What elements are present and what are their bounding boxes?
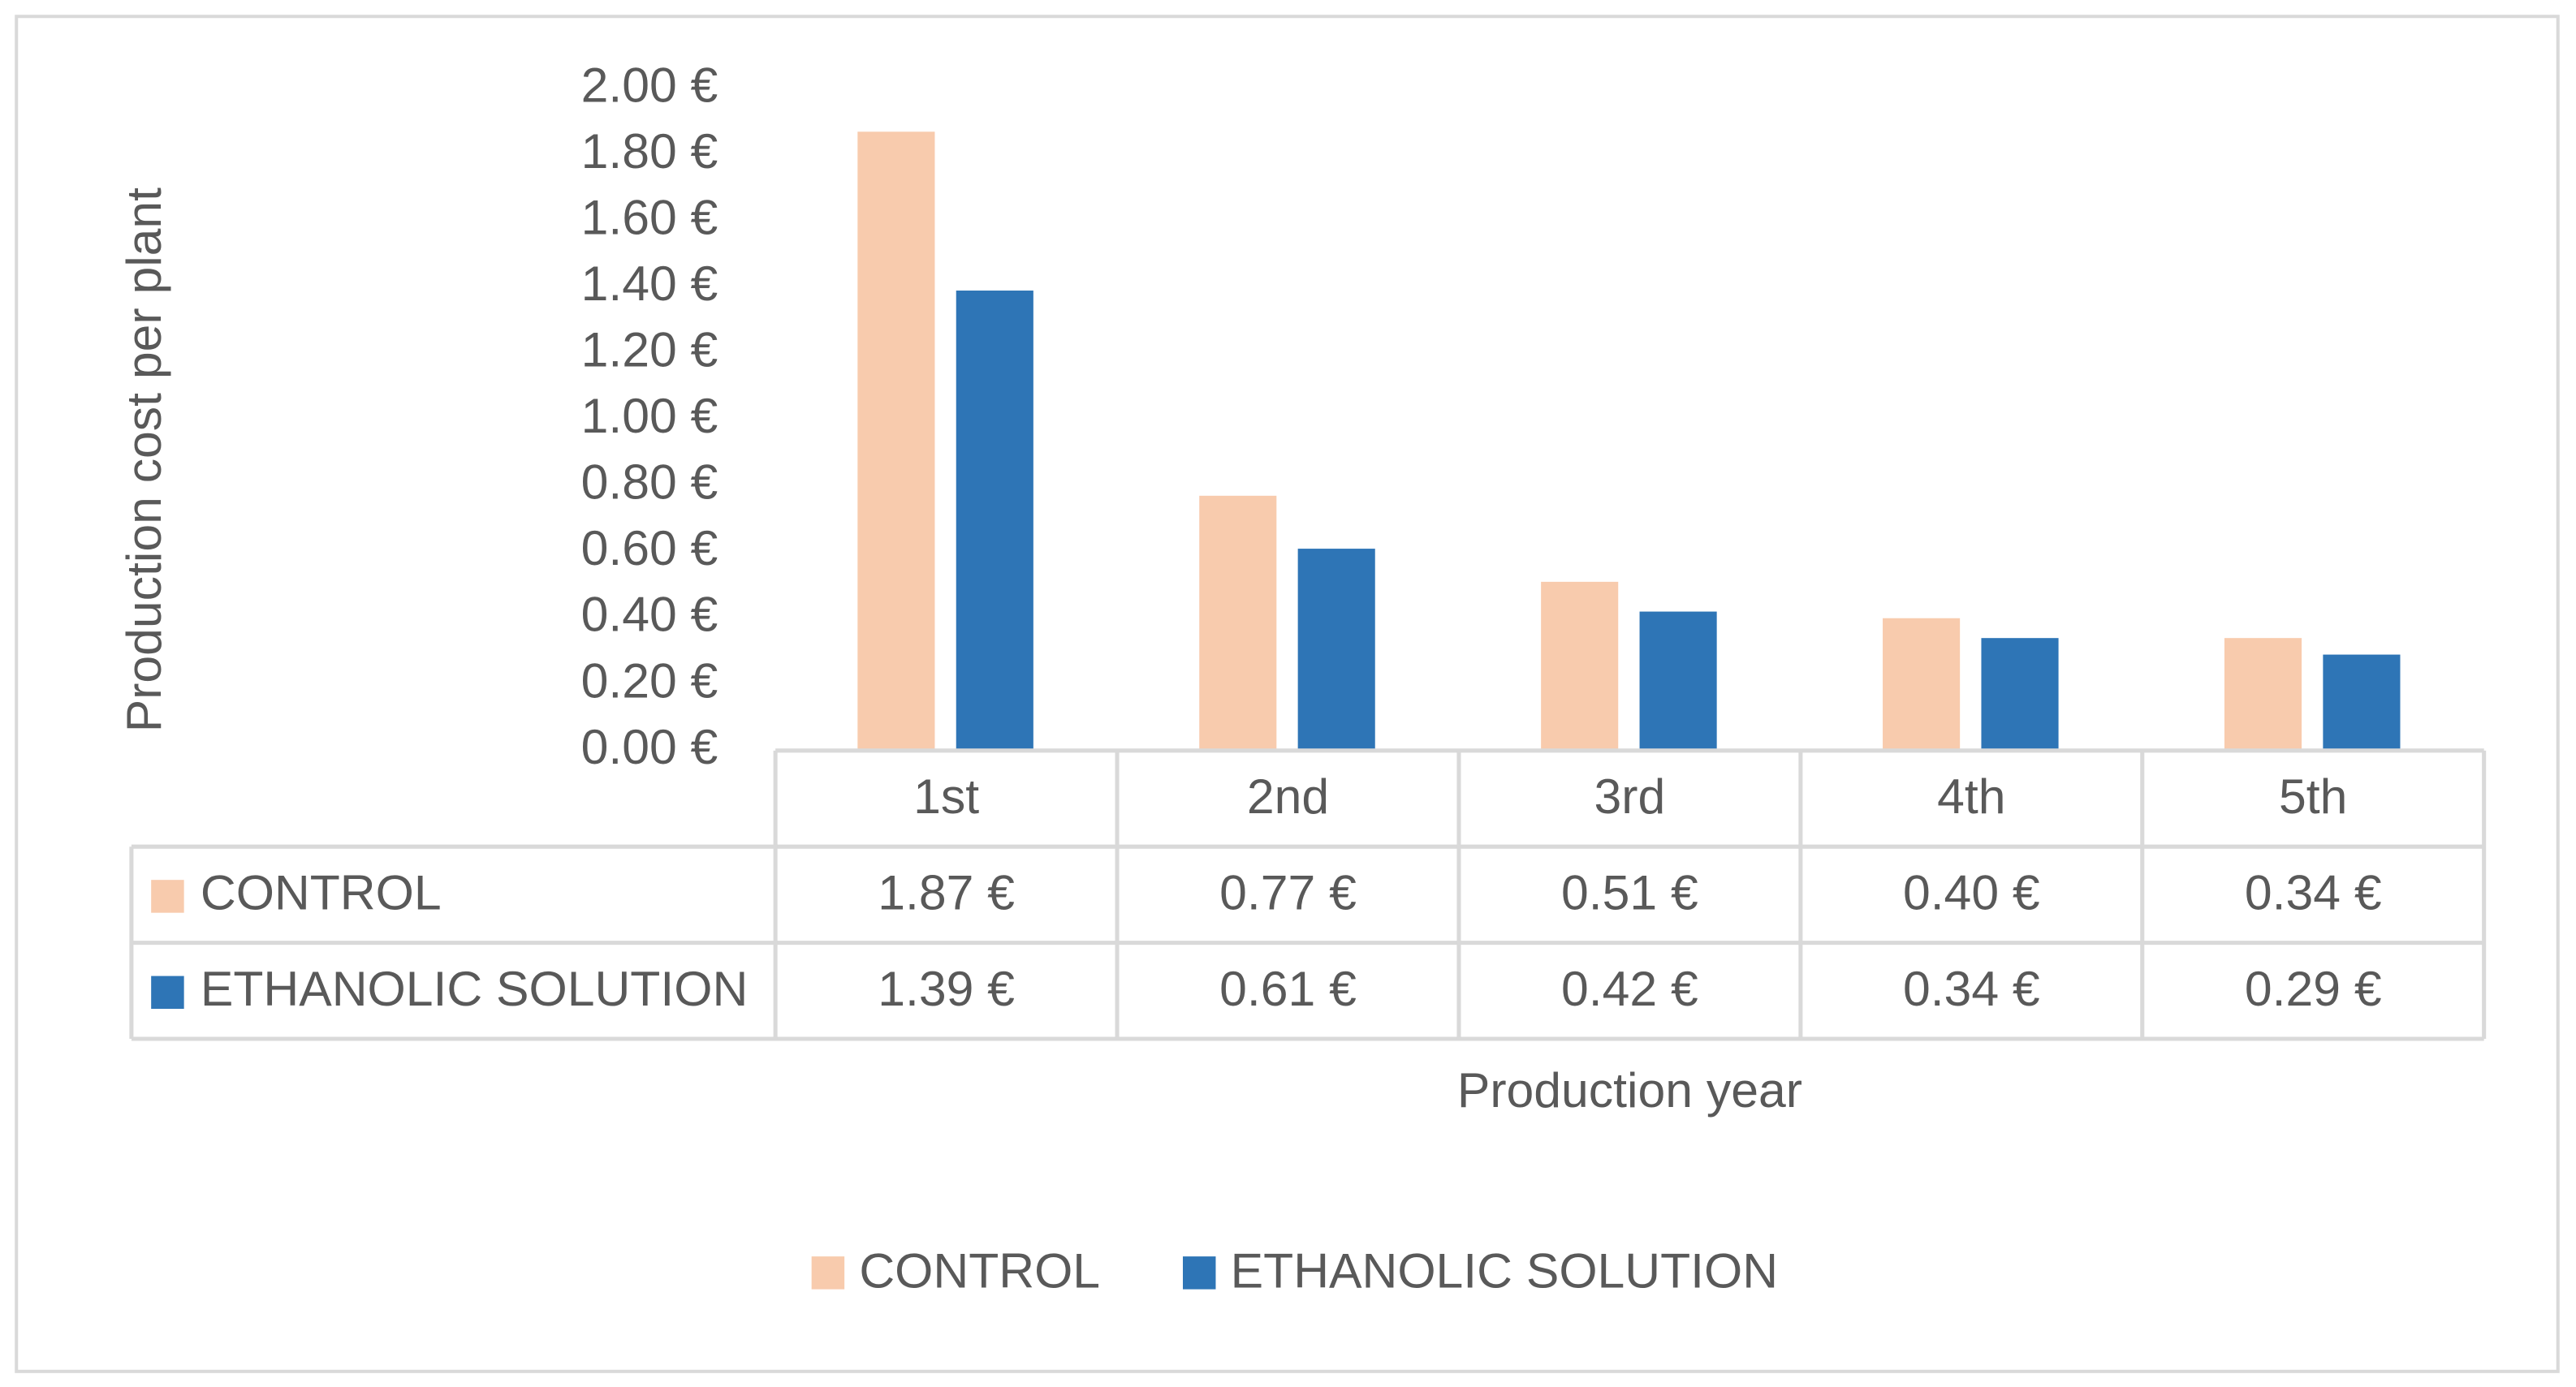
x-tick-label: 3rd (1594, 769, 1666, 824)
bar (2323, 654, 2401, 751)
bar (2224, 638, 2302, 751)
bar (1541, 581, 1619, 751)
y-tick-label: 1.20 € (581, 322, 718, 377)
bar (857, 131, 935, 751)
legend-swatch (1182, 1256, 1216, 1290)
data-table-cell: 1.87 € (878, 864, 1015, 920)
table-legend-key (151, 880, 184, 913)
y-tick-label: 2.00 € (581, 57, 718, 112)
y-axis-title: Production cost per plant (116, 187, 171, 732)
x-tick-label: 1st (913, 769, 979, 824)
y-tick-label: 1.00 € (581, 388, 718, 443)
data-table-cell: 0.40 € (1903, 864, 2040, 920)
x-tick-label: 4th (1937, 769, 2005, 824)
legend-label: CONTROL (859, 1243, 1100, 1298)
bar (956, 291, 1033, 751)
bar (1199, 495, 1277, 751)
data-table-cell: 0.51 € (1561, 864, 1698, 920)
y-tick-label: 1.80 € (581, 123, 718, 179)
legend-label: ETHANOLIC SOLUTION (1231, 1243, 1778, 1298)
bar (1883, 618, 1961, 751)
y-tick-label: 0.20 € (581, 653, 718, 708)
table-legend-key (151, 976, 184, 1010)
x-axis-title: Production year (1457, 1062, 1802, 1118)
data-table-cell: 0.61 € (1219, 961, 1357, 1016)
data-table-cell: 1.39 € (878, 961, 1015, 1016)
y-tick-label: 1.60 € (581, 189, 718, 244)
bar (1981, 638, 2059, 751)
table-row-label: CONTROL (201, 864, 442, 920)
chart-border (15, 15, 2560, 1373)
data-table-cell: 0.34 € (2245, 864, 2382, 920)
y-tick-label: 0.40 € (581, 587, 718, 642)
data-table-cell: 0.34 € (1903, 961, 2040, 1016)
y-tick-label: 0.00 € (581, 719, 718, 774)
bar (1639, 611, 1717, 751)
table-row-label: ETHANOLIC SOLUTION (201, 961, 748, 1016)
y-tick-label: 1.40 € (581, 256, 718, 311)
data-table-cell: 0.29 € (2245, 961, 2382, 1016)
y-tick-label: 0.60 € (581, 520, 718, 575)
data-table-cell: 0.77 € (1219, 864, 1357, 920)
data-table-cell: 0.42 € (1561, 961, 1698, 1016)
x-tick-label: 5th (2279, 769, 2347, 824)
x-tick-label: 2nd (1247, 769, 1329, 824)
bar (1297, 549, 1375, 751)
legend-swatch (811, 1256, 845, 1290)
y-tick-label: 0.80 € (581, 454, 718, 510)
